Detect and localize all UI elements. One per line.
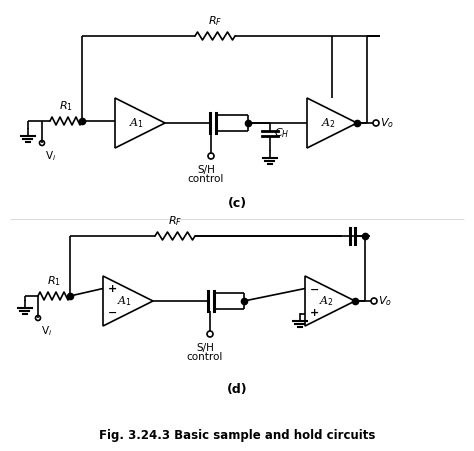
Text: V$_o$: V$_o$ [380,116,394,130]
Text: R$_F$: R$_F$ [168,214,182,228]
Text: +: + [109,285,118,295]
Text: A$_2$: A$_2$ [321,116,337,130]
Text: −: − [109,308,118,318]
Text: R$_F$: R$_F$ [208,14,222,28]
Text: −: − [310,285,319,295]
Text: C$_H$: C$_H$ [274,126,290,140]
Text: control: control [188,174,224,184]
Text: A$_2$: A$_2$ [319,294,335,308]
Text: (c): (c) [228,197,246,210]
Text: (d): (d) [227,382,247,396]
Text: V$_i$: V$_i$ [41,324,52,338]
Text: +: + [310,308,319,318]
Text: control: control [187,352,223,362]
Text: S/H: S/H [197,165,215,175]
Text: S/H: S/H [196,343,214,353]
Text: V$_i$: V$_i$ [45,149,56,163]
Text: A$_1$: A$_1$ [129,116,145,130]
Text: A$_1$: A$_1$ [118,294,133,308]
Text: R$_1$: R$_1$ [59,99,73,113]
Text: Fig. 3.24.3 Basic sample and hold circuits: Fig. 3.24.3 Basic sample and hold circui… [99,429,375,442]
Text: V$_o$: V$_o$ [378,294,392,308]
Text: R$_1$: R$_1$ [47,274,61,288]
